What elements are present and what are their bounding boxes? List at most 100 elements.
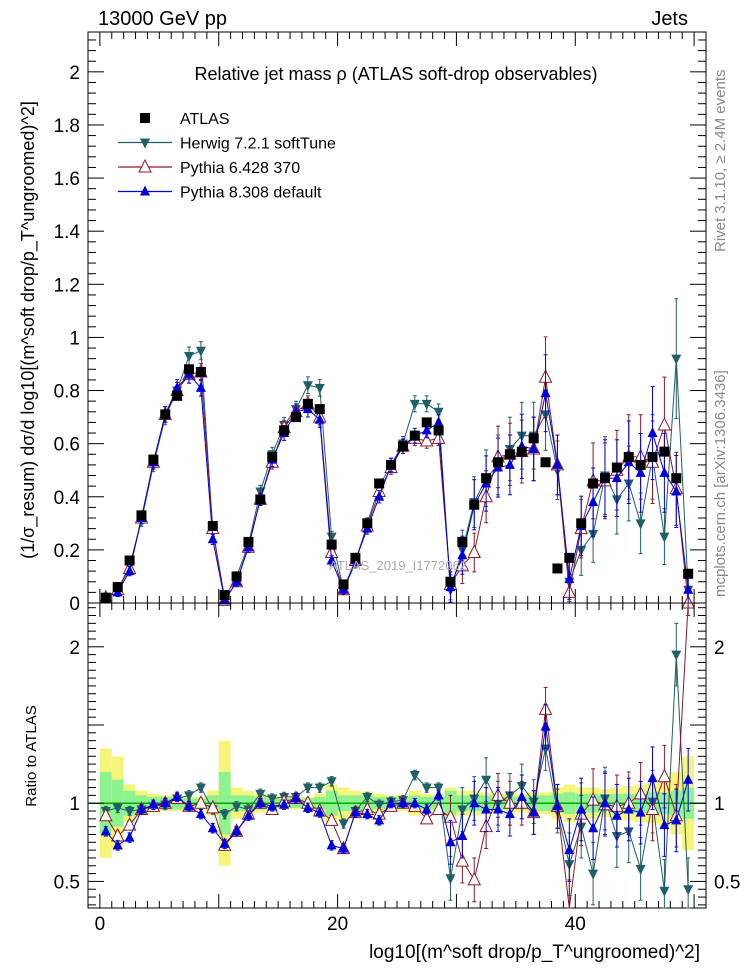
data-point [552, 458, 563, 469]
data-point [683, 885, 694, 896]
data-point [172, 381, 183, 392]
data-point [611, 472, 622, 483]
legend-item: Herwig 7.2.1 softTune [118, 136, 336, 153]
y-tick-label: 2 [69, 63, 80, 84]
data-point [516, 790, 527, 801]
data-point [326, 839, 337, 850]
data-point [302, 801, 313, 812]
data-point [184, 364, 195, 375]
y-tick-label: 0.2 [54, 541, 80, 562]
data-point [431, 430, 446, 444]
data-point [148, 798, 159, 809]
y-tick-label: 1.8 [54, 116, 80, 137]
data-point [374, 478, 385, 489]
data-point [290, 412, 301, 423]
data-point [267, 800, 278, 811]
data-point [445, 836, 456, 847]
data-point [671, 650, 682, 661]
data-point [172, 790, 183, 801]
data-point [576, 518, 587, 529]
data-point [611, 462, 622, 473]
data-point [683, 583, 694, 594]
series-line [105, 373, 689, 602]
chart-title: Relative jet mass ρ (ATLAS soft-drop obs… [194, 64, 597, 84]
legend-item: Pythia 8.308 default [118, 185, 322, 202]
data-point [124, 565, 135, 576]
data-point [409, 399, 420, 410]
data-point [599, 797, 610, 808]
data-point [338, 842, 349, 853]
data-point [362, 808, 373, 819]
data-point [100, 825, 111, 836]
y-tick-label: 1.6 [54, 169, 80, 190]
data-point [564, 844, 575, 855]
data-point [683, 773, 694, 784]
data-point [314, 783, 325, 794]
data-point [326, 554, 337, 565]
data-point [279, 798, 290, 809]
data-point [635, 519, 646, 530]
mcplots-label: mcplots.cern.ch [arXiv:1306.3436] [712, 370, 729, 597]
data-point [433, 789, 444, 800]
data-point [207, 822, 218, 833]
y-tick-label: 1 [69, 328, 80, 349]
data-point [552, 800, 563, 811]
legend-label: Pythia 6.428 370 [180, 160, 300, 177]
data-point [576, 803, 587, 814]
legend-marker [140, 185, 150, 196]
process-label: Jets [651, 8, 688, 30]
data-point [445, 874, 456, 885]
y-tick-label: 0.4 [54, 488, 81, 509]
data-point [504, 458, 515, 469]
data-point [659, 886, 670, 897]
data-point [467, 871, 482, 886]
legend-label: Pythia 8.308 default [180, 185, 322, 202]
data-point [657, 768, 672, 783]
y-tick-label: 0.8 [54, 382, 80, 403]
data-point [564, 573, 575, 584]
data-point [671, 485, 682, 496]
y-tick-label: 0.6 [54, 435, 80, 456]
data-point [195, 346, 206, 357]
data-point [160, 409, 171, 420]
data-point [467, 544, 482, 559]
data-point [184, 352, 195, 363]
data-point [657, 416, 672, 431]
data-point [397, 441, 408, 452]
data-point [124, 831, 135, 842]
data-point [374, 490, 385, 501]
ratio-y-tick-label-right: 1 [714, 794, 725, 815]
data-point [124, 807, 135, 818]
data-point [172, 390, 183, 401]
legend-item: Pythia 6.428 370 [118, 158, 300, 177]
data-point [362, 518, 373, 529]
data-point [540, 387, 551, 398]
data-point [599, 473, 610, 484]
x-tick-label: 0 [95, 914, 106, 935]
data-point [205, 799, 220, 814]
x-tick-label: 40 [565, 914, 586, 935]
data-point [374, 814, 385, 825]
data-point [659, 446, 670, 457]
data-point [516, 446, 527, 457]
data-point [635, 864, 646, 875]
data-point [243, 536, 254, 547]
data-point [338, 579, 349, 590]
data-point [409, 430, 420, 441]
data-point [136, 510, 147, 521]
data-point [112, 582, 123, 593]
ratio-y-tick-label: 2 [69, 638, 80, 659]
data-point [302, 398, 313, 409]
data-point [457, 549, 468, 560]
data-point [302, 783, 313, 794]
data-point [504, 808, 515, 819]
data-point [267, 794, 278, 805]
data-point [528, 442, 539, 453]
ratio-y-tick-label: 1 [69, 794, 80, 815]
data-point [421, 783, 432, 794]
data-point [184, 791, 195, 802]
data-point [457, 536, 468, 547]
main-panel-frame: 0 0.2 0.4 0.6 0.8 1 1.2 1.4 1.6 1.8 2 [54, 31, 707, 615]
legend-marker [140, 138, 150, 149]
main-y-axis-label: (1/σ_resum) dσ/d log10[(m^soft drop/p_T^… [18, 101, 39, 559]
